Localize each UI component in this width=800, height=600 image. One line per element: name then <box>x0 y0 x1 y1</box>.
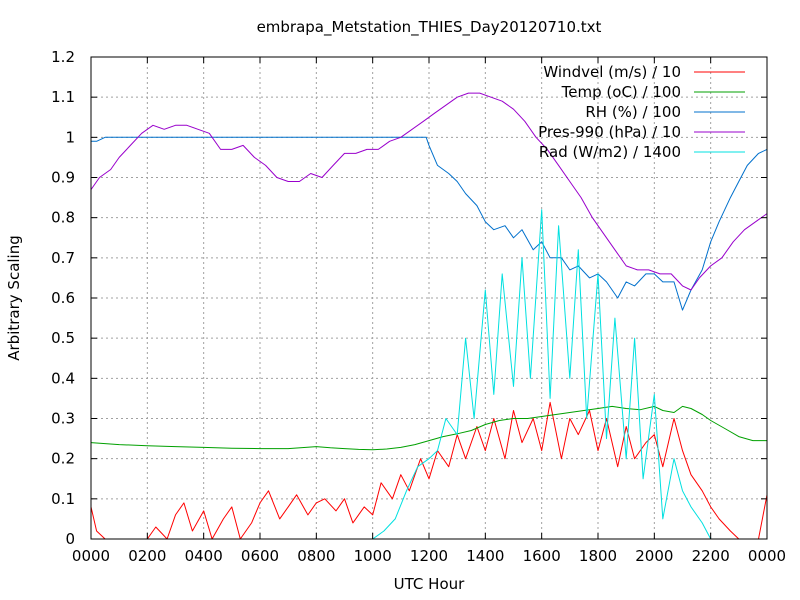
x-tick-label: 2000 <box>635 547 673 565</box>
x-axis-label: UTC Hour <box>394 575 465 593</box>
x-tick-label: 0800 <box>297 547 335 565</box>
y-tick-label: 0.3 <box>51 410 75 428</box>
legend-label-0: Windvel (m/s) / 10 <box>543 63 681 81</box>
x-tick-label: 1800 <box>579 547 617 565</box>
y-tick-label: 1.1 <box>51 88 75 106</box>
y-tick-label: 0.2 <box>51 450 75 468</box>
x-tick-label: 0600 <box>241 547 279 565</box>
series-line-0 <box>90 401 768 540</box>
series-line-4 <box>91 209 767 540</box>
x-tick-label: 0000 <box>72 547 110 565</box>
legend-label-2: RH (%) / 100 <box>585 103 681 121</box>
ticks <box>90 56 768 540</box>
legend: Windvel (m/s) / 10 Temp (oC) / 100 RH (%) … <box>538 63 745 161</box>
series-line-3 <box>90 92 768 291</box>
x-tick-label: 0400 <box>185 547 223 565</box>
x-tick-label: 0000 <box>748 547 786 565</box>
legend-label-4: Rad (W/m2) / 1400 <box>539 143 681 161</box>
y-tick-label: 0.9 <box>51 169 75 187</box>
y-tick-label: 1.2 <box>51 48 75 66</box>
y-tick-label: 0.7 <box>51 249 75 267</box>
y-axis-label: Arbitrary Scaling <box>5 235 23 361</box>
tick-labels: 0000 0200 0400 0600 0800 1000 1200 1400 1600 1800… <box>51 48 786 565</box>
x-tick-label: 2200 <box>692 547 730 565</box>
chart-title: embrapa_Metstation_THIES_Day20120710.txt <box>257 18 602 37</box>
y-tick-label: 0.4 <box>51 369 75 387</box>
y-tick-label: 0.1 <box>51 490 75 508</box>
series-line-1 <box>90 405 767 451</box>
y-tick-label: 0.8 <box>51 209 75 227</box>
y-tick-label: 0.5 <box>51 329 75 347</box>
y-tick-label: 0.6 <box>51 289 75 307</box>
y-tick-label: 0 <box>65 530 75 548</box>
x-tick-label: 1600 <box>523 547 561 565</box>
x-tick-label: 1400 <box>466 547 504 565</box>
series-group <box>90 92 768 540</box>
x-tick-label: 0200 <box>128 547 166 565</box>
y-tick-label: 1 <box>65 128 75 146</box>
x-tick-label: 1000 <box>354 547 392 565</box>
x-tick-label: 1200 <box>410 547 448 565</box>
legend-label-1: Temp (oC) / 100 <box>561 83 681 101</box>
series-line-2 <box>91 136 768 311</box>
legend-label-3: Pres-990 (hPa) / 10 <box>538 123 681 141</box>
